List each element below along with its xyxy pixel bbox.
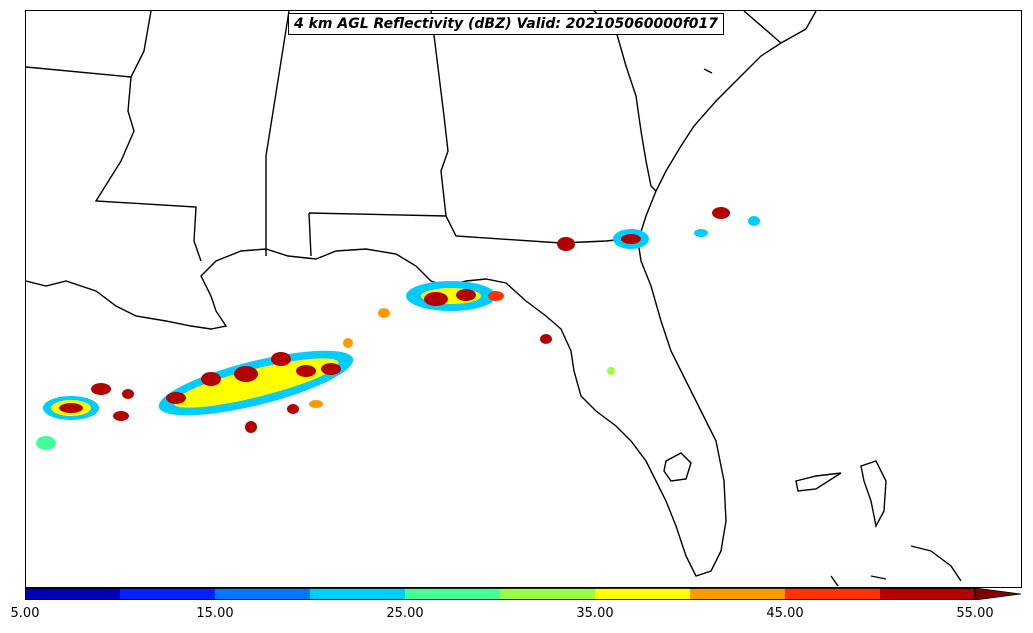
- echo-cell: [296, 365, 316, 377]
- colorbar-segment: [405, 588, 500, 600]
- map-title: 4 km AGL Reflectivity (dBZ) Valid: 20210…: [288, 13, 725, 35]
- state-boundary: [430, 11, 449, 217]
- colorbar-tick-label: 35.00: [576, 606, 614, 621]
- colorbar-extend-arrow: [974, 588, 1022, 600]
- echo-cell: [91, 383, 111, 395]
- colorbar-tick-label: 5.00: [10, 606, 40, 621]
- state-boundary: [94, 76, 202, 262]
- island-outline: [870, 575, 887, 580]
- colorbar-segment: [25, 588, 120, 600]
- island-outline: [703, 68, 713, 74]
- echo-cell: [607, 367, 615, 375]
- colorbar: [25, 588, 1022, 600]
- echo-cell: [59, 403, 83, 413]
- echo-cell: [234, 366, 258, 382]
- echo-cell: [321, 363, 341, 375]
- colorbar-tick-label: 55.00: [956, 606, 994, 621]
- colorbar-tick-label: 25.00: [386, 606, 424, 621]
- echo-cell: [271, 352, 291, 366]
- reflectivity-layer: [36, 207, 760, 450]
- colorbar-segment: [500, 588, 595, 600]
- echo-cell: [748, 216, 760, 226]
- island-outline: [795, 472, 842, 492]
- colorbar-segment: [595, 588, 690, 600]
- state-boundary: [308, 212, 627, 244]
- echo-cell: [287, 404, 299, 414]
- echo-cell: [122, 389, 134, 399]
- map-canvas: [26, 11, 962, 587]
- echo-cell: [36, 436, 56, 450]
- colorbar-segment: [215, 588, 310, 600]
- echo-cell: [245, 421, 257, 433]
- state-boundary: [308, 212, 312, 257]
- echo-cell: [621, 234, 641, 244]
- colorbar-segment: [310, 588, 405, 600]
- lake-outline: [663, 452, 692, 482]
- colorbar-segment: [690, 588, 785, 600]
- echo-cell: [424, 292, 448, 306]
- echo-cell: [343, 338, 353, 348]
- island-outline: [830, 575, 839, 587]
- colorbar-tick-label: 45.00: [766, 606, 804, 621]
- colorbar-segment: [785, 588, 880, 600]
- state-boundary: [26, 66, 132, 78]
- echo-cell: [694, 229, 708, 237]
- state-boundary: [130, 11, 152, 78]
- colorbar-tick-label: 15.00: [196, 606, 234, 621]
- echo-cell: [201, 372, 221, 386]
- echo-cell: [113, 411, 129, 421]
- colorbar-segment: [880, 588, 975, 600]
- state-boundary: [265, 11, 290, 256]
- state-boundary: [743, 11, 782, 44]
- echo-cell: [557, 237, 575, 251]
- echo-cell: [712, 207, 730, 219]
- colorbar-segment: [120, 588, 215, 600]
- colorbar-outline: [25, 588, 975, 600]
- coastline: [593, 11, 657, 192]
- island-outline: [910, 545, 962, 582]
- map-panel: [25, 10, 1022, 588]
- echo-cell: [540, 334, 552, 344]
- echo-cell: [488, 291, 504, 301]
- echo-cell: [378, 308, 390, 318]
- island-outline: [860, 460, 887, 529]
- echo-cell: [456, 289, 476, 301]
- echo-cell: [309, 400, 323, 408]
- echo-cell: [166, 392, 186, 404]
